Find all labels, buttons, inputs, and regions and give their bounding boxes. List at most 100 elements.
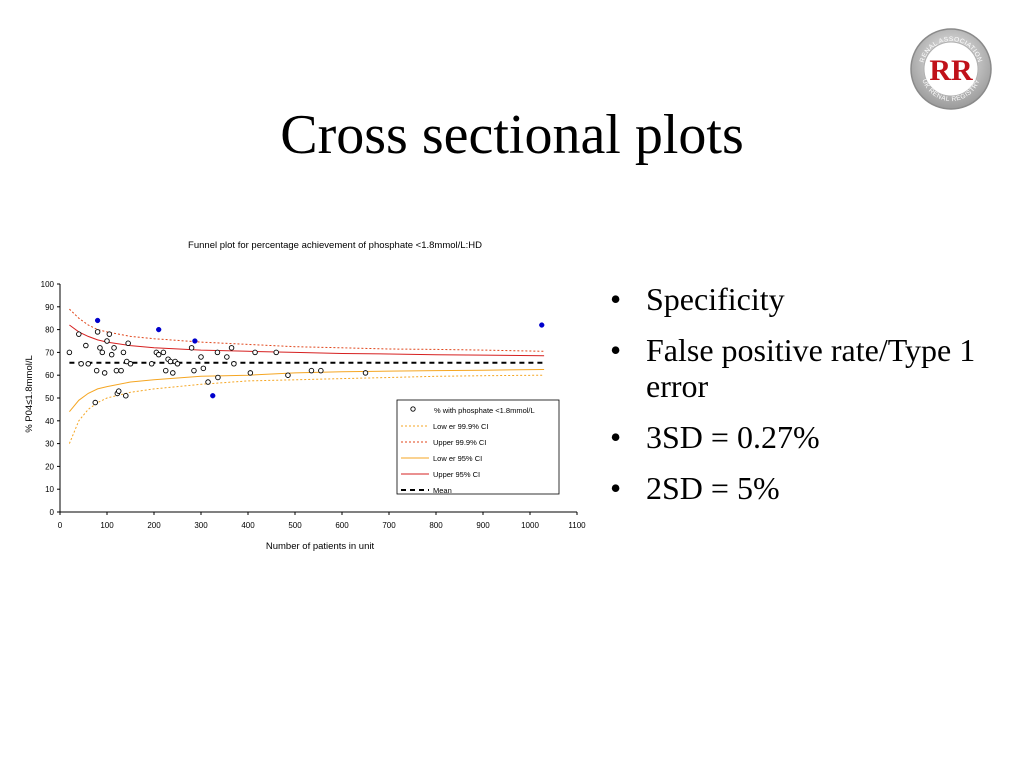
data-point — [198, 354, 204, 360]
x-tick-label: 0 — [58, 521, 63, 530]
data-point — [106, 331, 113, 337]
slide-title: Cross sectional plots — [280, 104, 744, 166]
data-point — [99, 349, 106, 356]
bullet-item: • 2SD = 5% — [608, 470, 1008, 506]
data-point — [111, 345, 117, 351]
data-point — [170, 370, 176, 376]
chart-title: Funnel plot for percentage achievement o… — [188, 240, 482, 251]
y-tick-label: 90 — [45, 303, 54, 312]
data-point — [188, 345, 195, 351]
y-tick-label: 50 — [45, 394, 54, 403]
data-point — [200, 365, 207, 372]
chart-legend: % with phosphate <1.8mmol/L Low er 99.9% … — [396, 399, 560, 495]
outlier-point — [210, 393, 216, 399]
x-tick-label: 500 — [288, 521, 302, 530]
data-point — [118, 367, 124, 374]
data-point — [78, 361, 84, 367]
bullet-text: Specificity — [646, 281, 785, 317]
y-tick-label: 10 — [45, 485, 54, 494]
data-point — [92, 399, 98, 406]
data-point — [215, 374, 221, 381]
data-point — [115, 388, 122, 394]
x-tick-label: 800 — [429, 521, 443, 530]
data-point — [285, 372, 291, 378]
data-point — [148, 361, 155, 367]
bullet-text: 3SD = 0.27% — [646, 419, 820, 455]
bullet-glyph: • — [610, 332, 622, 368]
x-tick-label: 600 — [335, 521, 349, 530]
y-tick-label: 30 — [45, 440, 54, 449]
series-line — [69, 324, 545, 357]
bullet-glyph: • — [610, 419, 622, 455]
series-line — [69, 369, 545, 413]
outlier-point — [94, 317, 101, 324]
data-point — [108, 351, 115, 358]
y-axis-label: % P04≤1.8mmol/L — [24, 355, 35, 433]
x-tick-label: 1000 — [521, 521, 539, 530]
y-tick-label: 0 — [50, 508, 55, 517]
logo-letters: RR — [929, 54, 973, 87]
data-point — [125, 340, 131, 347]
data-point — [214, 349, 221, 356]
outlier-point — [156, 326, 162, 333]
x-tick-label: 400 — [241, 521, 255, 530]
series-line — [68, 374, 545, 444]
x-tick-label: 300 — [194, 521, 208, 530]
legend-label: % with phosphate <1.8mmol/L — [434, 406, 535, 415]
x-tick-label: 700 — [382, 521, 396, 530]
bullet-list: • Specificity • False positive rate/Type 1… — [608, 281, 1008, 521]
data-point — [228, 345, 235, 351]
data-point — [120, 349, 127, 356]
legend-label: Low er 95% CI — [433, 454, 482, 463]
y-tick-label: 20 — [45, 462, 54, 471]
data-point — [127, 361, 134, 367]
data-point — [273, 349, 279, 356]
data-point — [318, 367, 324, 374]
data-point — [224, 354, 230, 360]
data-point — [174, 361, 181, 367]
data-point — [113, 367, 120, 374]
data-point — [66, 349, 73, 356]
legend-label: Upper 95% CI — [433, 470, 480, 479]
outlier-point — [539, 322, 545, 328]
data-point — [155, 351, 162, 358]
bullet-item: • Specificity — [608, 281, 1008, 317]
x-tick-label: 1100 — [568, 521, 586, 530]
data-point — [93, 367, 100, 374]
data-point — [104, 338, 110, 344]
data-point — [85, 361, 91, 367]
legend-box — [396, 399, 560, 495]
legend-label: Upper 99.9% CI — [433, 438, 486, 447]
data-point — [97, 345, 103, 351]
series-line — [69, 308, 545, 352]
funnel-plot-chart: Funnel plot for percentage achievement o… — [24, 240, 586, 552]
data-point — [162, 367, 169, 374]
y-tick-label: 60 — [45, 371, 54, 380]
x-tick-label: 200 — [147, 521, 161, 530]
y-tick-label: 40 — [45, 417, 54, 426]
bullet-glyph: • — [610, 281, 622, 317]
bullet-item: • 3SD = 0.27% — [608, 419, 1008, 455]
x-tick-label: 100 — [100, 521, 114, 530]
bullet-text: False positive rate/Type 1 error — [646, 332, 976, 404]
data-point — [123, 392, 129, 399]
data-point — [83, 342, 89, 349]
bullet-text: 2SD = 5% — [646, 470, 780, 506]
data-point — [160, 349, 167, 356]
y-tick-label: 70 — [45, 348, 54, 357]
y-tick-label: 100 — [41, 280, 55, 289]
chart-lines — [68, 308, 545, 444]
logo-icon: RENAL ASSOCIATION UK RENAL REGISTRY RR — [910, 28, 992, 110]
data-point — [252, 349, 258, 356]
data-point — [362, 370, 369, 376]
x-axis-label: Number of patients in unit — [266, 541, 375, 552]
data-point — [167, 358, 174, 365]
data-point — [308, 367, 315, 374]
chart-points — [66, 317, 545, 406]
data-point — [231, 361, 237, 367]
legend-label: Low er 99.9% CI — [433, 422, 488, 431]
data-point — [101, 370, 108, 376]
bullet-glyph: • — [610, 470, 622, 506]
renal-registry-logo: RENAL ASSOCIATION UK RENAL REGISTRY RR — [909, 27, 993, 111]
data-point — [94, 329, 101, 335]
